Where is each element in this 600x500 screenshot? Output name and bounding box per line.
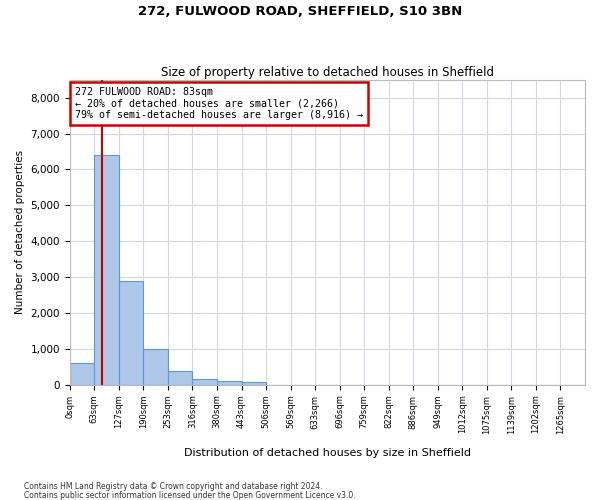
Bar	[70, 364, 94, 385]
Bar	[168, 371, 193, 385]
Text: 272 FULWOOD ROAD: 83sqm
← 20% of detached houses are smaller (2,266)
79% of semi: 272 FULWOOD ROAD: 83sqm ← 20% of detache…	[75, 88, 363, 120]
Bar	[119, 281, 143, 385]
Text: Contains HM Land Registry data © Crown copyright and database right 2024.: Contains HM Land Registry data © Crown c…	[24, 482, 323, 491]
Y-axis label: Number of detached properties: Number of detached properties	[15, 150, 25, 314]
Text: Contains public sector information licensed under the Open Government Licence v3: Contains public sector information licen…	[24, 490, 356, 500]
Bar	[94, 155, 119, 385]
X-axis label: Distribution of detached houses by size in Sheffield: Distribution of detached houses by size …	[184, 448, 471, 458]
Bar	[242, 382, 266, 385]
Title: Size of property relative to detached houses in Sheffield: Size of property relative to detached ho…	[161, 66, 494, 78]
Bar	[143, 349, 168, 385]
Text: 272, FULWOOD ROAD, SHEFFIELD, S10 3BN: 272, FULWOOD ROAD, SHEFFIELD, S10 3BN	[138, 5, 462, 18]
Bar	[217, 382, 242, 385]
Bar	[193, 379, 217, 385]
